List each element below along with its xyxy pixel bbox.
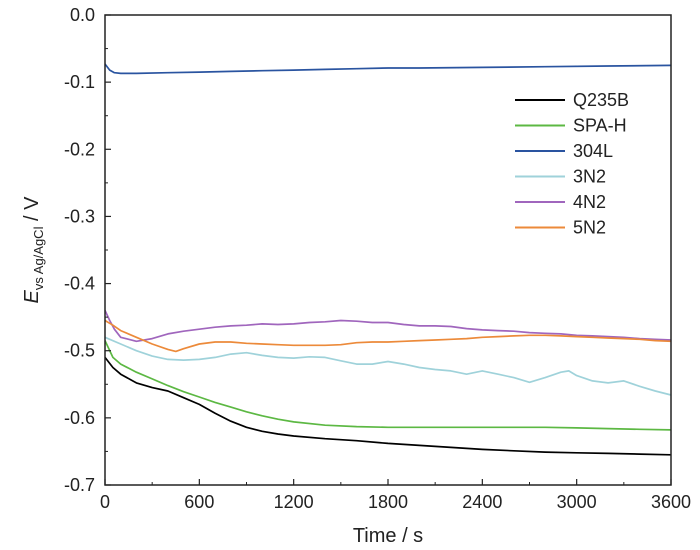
y-tick-label: -0.3 [64,206,95,226]
legend-label-spa-h: SPA-H [573,116,627,136]
y-tick-label: 0.0 [70,5,95,25]
y-tick-label: -0.2 [64,139,95,159]
y-axis-title: Evs Ag/AgCl / V [21,196,46,304]
y-axis-title-subscript: vs Ag/AgCl [31,226,46,290]
x-tick-label: 600 [184,492,214,512]
series-line-q235b [104,356,672,456]
y-axis-title-unit: / V [21,196,43,227]
legend: Q235B SPA-H 304L 3N2 4N2 5N2 [515,90,629,238]
y-axis-title-main: E [21,289,43,303]
legend-label-4n2: 4N2 [573,192,606,212]
y-tick-label: -0.7 [64,475,95,495]
legend-label-5n2: 5N2 [573,218,606,238]
y-tick-label: -0.4 [64,274,95,294]
y-tick-label: -0.1 [64,72,95,92]
series-line-3n2 [104,336,672,396]
series-line-spa-h [104,340,672,431]
series-line-4n2 [104,310,672,343]
y-tick-label: -0.5 [64,341,95,361]
legend-label-q235b: Q235B [573,90,629,110]
ticks-layer: 0 600 1200 1800 2400 3000 3600 0.0 -0.1 -0.2 -0.3 -… [64,5,691,512]
series-line-304l [104,63,672,75]
legend-label-3n2: 3N2 [573,167,606,187]
x-tick-label: 1800 [368,492,408,512]
x-tick-label: 0 [100,492,110,512]
x-tick-label: 2400 [462,492,502,512]
y-tick-label: -0.6 [64,408,95,428]
x-axis-title: Time / s [353,525,423,547]
x-tick-label: 3000 [557,492,597,512]
x-tick-label: 1200 [274,492,314,512]
legend-label-304l: 304L [573,141,613,161]
x-tick-label: 3600 [651,492,691,512]
series-line-5n2 [104,319,672,353]
plot-frame [104,14,672,486]
series-layer [104,63,672,456]
